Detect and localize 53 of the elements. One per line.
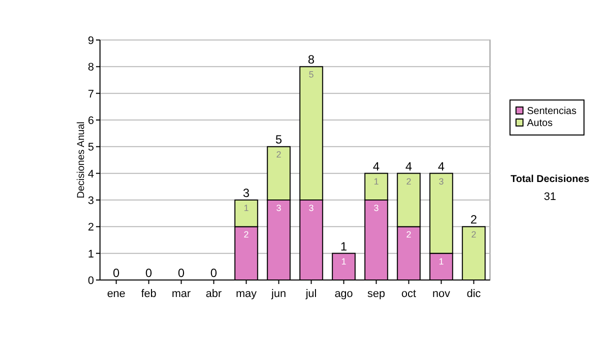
x-tick-label: feb <box>141 288 156 300</box>
legend-label: Autos <box>527 118 553 129</box>
x-tick-label: mar <box>172 288 192 300</box>
x-tick-label: jun <box>270 288 286 300</box>
y-tick-label: 1 <box>88 248 94 260</box>
data-label: 2 <box>406 176 412 186</box>
x-tick-label: dic <box>466 288 482 300</box>
total-label: 4 <box>405 159 412 174</box>
y-axis-title: Decisiones Anual <box>76 122 87 198</box>
y-tick-label: 5 <box>88 142 94 154</box>
total-label: 1 <box>340 239 348 254</box>
data-label: 1 <box>341 256 346 266</box>
total-label: 3 <box>242 186 250 200</box>
data-label: 2 <box>276 150 282 160</box>
data-label: 2 <box>244 230 249 240</box>
data-label: 5 <box>308 70 314 80</box>
data-label: 1 <box>438 256 444 266</box>
y-tick-label: 2 <box>88 222 94 234</box>
total-label: 4 <box>438 159 445 174</box>
legend-label: Sentencias <box>527 106 576 117</box>
total-label: 2 <box>470 212 478 227</box>
total-label: 8 <box>308 52 315 67</box>
y-tick-label: 6 <box>88 115 94 127</box>
x-tick-label: sep <box>367 288 386 300</box>
x-tick-label: oct <box>401 288 416 300</box>
x-tick-label: abr <box>206 288 222 300</box>
y-tick-label: 0 <box>88 275 94 287</box>
total-label: 0 <box>145 266 152 280</box>
data-label: 1 <box>374 176 379 186</box>
total-label: 0 <box>112 266 120 280</box>
y-tick-label: 7 <box>88 88 94 100</box>
data-label: 3 <box>438 176 444 186</box>
data-label: 2 <box>406 230 412 240</box>
text: Total Decisiones <box>510 174 590 185</box>
data-label: 3 <box>374 203 379 213</box>
x-tick-label: ene <box>107 288 126 300</box>
total-label: 0 <box>210 266 218 280</box>
x-tick-label: may <box>236 288 258 300</box>
total-label: 4 <box>372 159 380 174</box>
total-label: 0 <box>178 266 185 280</box>
total-label: 5 <box>275 132 282 147</box>
y-tick-label: 3 <box>88 195 94 207</box>
y-tick-label: 9 <box>88 35 94 47</box>
y-tick-label: 8 <box>88 62 94 74</box>
y-tick-label: 4 <box>88 168 94 180</box>
x-tick-label: jul <box>304 288 317 300</box>
data-label: 2 <box>471 230 476 240</box>
text: 31 <box>544 191 556 203</box>
x-tick-label: ago <box>334 288 353 300</box>
data-label: 3 <box>308 203 314 213</box>
data-label: 1 <box>244 203 249 213</box>
x-tick-label: nov <box>432 288 451 300</box>
data-label: 3 <box>276 203 282 213</box>
